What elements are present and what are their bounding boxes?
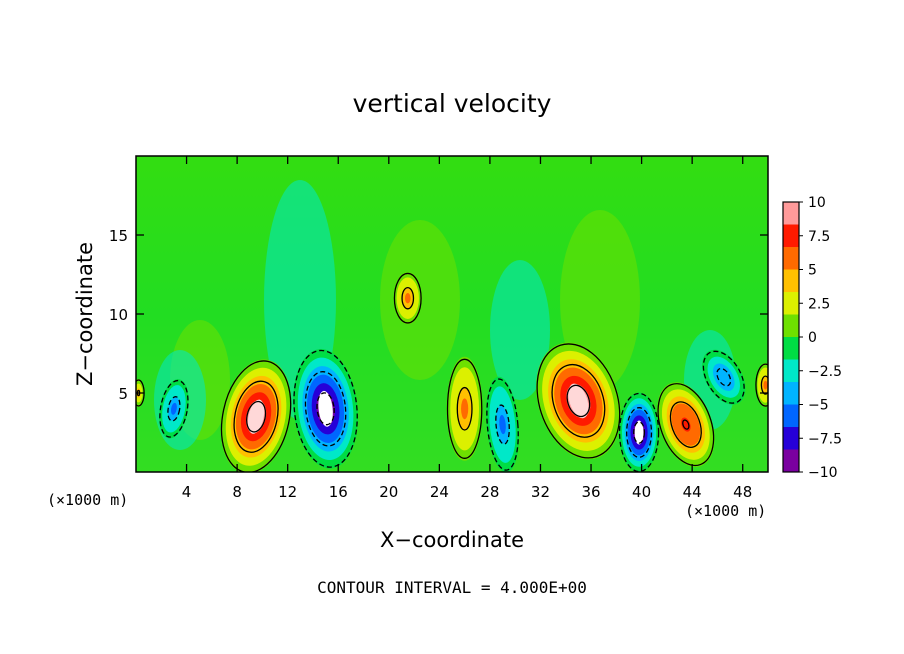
colorbar-segment xyxy=(783,269,799,292)
x-tick-label: 32 xyxy=(531,483,550,501)
contour-line xyxy=(566,384,591,418)
velocity-cell-band xyxy=(404,293,411,304)
colorbar-segment xyxy=(783,359,799,382)
contour-line xyxy=(657,383,715,467)
contour-line xyxy=(220,360,292,472)
velocity-cell-peak xyxy=(247,399,265,434)
plot-area xyxy=(136,156,768,472)
colorbar-tick-label: 2.5 xyxy=(808,296,830,312)
contour-interval-note: CONTOUR INTERVAL = 4.000E+00 xyxy=(317,578,587,597)
x-tick-label: 16 xyxy=(329,483,348,501)
colorbar-tick-label: 10 xyxy=(808,195,826,211)
colorbar-segment xyxy=(783,314,799,337)
velocity-cell-band xyxy=(763,380,768,390)
colorbar-tick-label: −7.5 xyxy=(808,431,842,447)
y-tick-label: 5 xyxy=(118,385,128,403)
colorbar-segment xyxy=(783,224,799,247)
contour-line xyxy=(293,349,358,468)
y-axis-title: Z−coordinate xyxy=(73,242,97,386)
contour-lines xyxy=(136,272,768,472)
x-tick-label: 4 xyxy=(182,483,192,501)
x-axis-title: X−coordinate xyxy=(380,528,524,552)
contour-line xyxy=(167,396,181,422)
x-tick-label: 20 xyxy=(379,483,398,501)
contour-line xyxy=(393,272,422,324)
contour-line xyxy=(495,404,510,445)
contour-line xyxy=(304,371,347,447)
colorbar-segment xyxy=(783,427,799,450)
x-unit-right: (×1000 m) xyxy=(685,502,766,520)
background-tint xyxy=(490,260,550,400)
y-tick-label: 15 xyxy=(109,227,128,245)
velocity-cell-peak xyxy=(634,420,644,445)
x-tick-label: 28 xyxy=(480,483,499,501)
contour-line xyxy=(401,286,415,310)
colorbar-segment xyxy=(783,247,799,270)
velocity-cell-band xyxy=(499,415,506,435)
x-tick-label: 24 xyxy=(430,483,449,501)
y-tick-label: 10 xyxy=(109,306,128,324)
colorbar-segment xyxy=(783,292,799,315)
colorbar-tick-label: −10 xyxy=(808,465,838,481)
x-tick-label: 12 xyxy=(278,483,297,501)
contour-line xyxy=(136,379,145,407)
x-tick-label: 8 xyxy=(232,483,242,501)
contour-line xyxy=(316,392,335,426)
colorbar-segment xyxy=(783,337,799,360)
contour-line xyxy=(682,419,690,430)
colorbar-tick-label: 5 xyxy=(808,263,817,279)
velocity-cell-band xyxy=(461,398,469,420)
contour-line xyxy=(702,350,745,404)
velocity-cell-peak xyxy=(318,390,333,427)
contour-line xyxy=(669,401,702,448)
contour-line xyxy=(633,421,646,444)
x-unit-left: (×1000 m) xyxy=(47,491,128,509)
colorbar-tick-label: −2.5 xyxy=(808,364,842,380)
colorbar-tick-label: 0 xyxy=(808,330,817,346)
contour-line xyxy=(760,375,768,395)
colorbar-segment xyxy=(783,202,799,225)
contour-line xyxy=(159,379,189,438)
contour-line xyxy=(536,343,621,459)
contour-line xyxy=(486,378,519,471)
colorbar-tick-label: 7.5 xyxy=(808,229,830,245)
chart-title: vertical velocity xyxy=(353,89,552,118)
x-tick-label: 44 xyxy=(683,483,702,501)
contour-line xyxy=(716,367,732,387)
colorbar-segment xyxy=(783,449,799,472)
y-axis: 5 10 15 xyxy=(109,227,768,403)
x-tick-label: 36 xyxy=(581,483,600,501)
contour-line xyxy=(618,392,660,472)
contour-line xyxy=(456,386,473,431)
contour-line xyxy=(233,380,279,453)
x-tick-label: 48 xyxy=(733,483,752,501)
contour-line xyxy=(246,400,267,433)
x-axis: 4 8 12 16 20 24 28 32 36 40 44 48 xyxy=(182,156,752,501)
colorbar-segment xyxy=(783,382,799,405)
contour-line xyxy=(446,358,483,459)
velocity-cell-band xyxy=(170,402,177,415)
x-tick-label: 40 xyxy=(632,483,651,501)
colorbar: 10 7.5 5 2.5 0 −2.5 −5 −7.5 −10 xyxy=(782,195,842,481)
colorbar-tick-label: −5 xyxy=(808,398,829,414)
contour-line xyxy=(626,407,653,458)
contour-line xyxy=(755,363,768,407)
velocity-cell-peak xyxy=(568,383,589,419)
colorbar-segment xyxy=(783,404,799,427)
velocity-cell-band xyxy=(718,370,730,385)
contour-line xyxy=(551,363,606,438)
